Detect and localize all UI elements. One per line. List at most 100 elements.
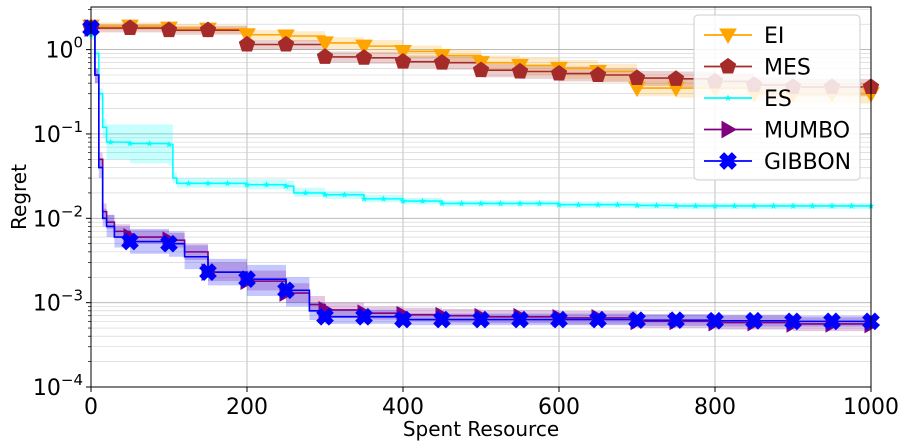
marker-x-bar — [784, 312, 802, 331]
marker-gibbon — [706, 311, 724, 330]
legend-marker-es — [724, 94, 732, 101]
marker-mes — [394, 53, 412, 69]
marker-es — [555, 201, 563, 208]
marker-mes — [277, 35, 295, 52]
marker-mes — [628, 69, 646, 86]
marker-x-bar — [394, 310, 412, 329]
marker-gibbon — [667, 311, 685, 330]
marker-es — [750, 202, 758, 209]
marker-x-bar — [355, 307, 373, 326]
legend-label-mes: MES — [764, 56, 811, 81]
x-tick-label: 600 — [538, 395, 580, 420]
marker-ei — [316, 36, 334, 52]
marker-x-bar — [160, 234, 178, 253]
marker-es — [321, 191, 329, 198]
y-tick-label: 10−2 — [33, 202, 83, 232]
marker-mes — [550, 64, 568, 81]
marker-es — [789, 202, 797, 209]
marker-gibbon — [277, 281, 295, 300]
marker-mes — [316, 48, 334, 64]
marker-gibbon — [394, 310, 412, 329]
marker-es — [438, 199, 446, 207]
legend-marker-gibbon — [719, 152, 737, 170]
marker-x-bar — [667, 311, 685, 330]
marker-es — [341, 191, 348, 198]
y-tick-label: 100 — [45, 34, 83, 64]
axis-ticks: 0 200 400 600 800 1000 10−4 10−3 10−2 10−1 100 — [33, 9, 899, 420]
marker-mes — [238, 35, 256, 52]
x-tick-label: 800 — [694, 395, 736, 420]
marker-ei — [355, 39, 373, 56]
marker-gibbon — [355, 307, 373, 326]
marker-es — [497, 199, 504, 207]
marker-gibbon — [589, 310, 607, 329]
marker-gibbon — [550, 310, 568, 329]
marker-es — [243, 181, 251, 188]
marker-es — [516, 199, 524, 207]
x-tick-label: 400 — [382, 395, 424, 420]
legend-label-ei: EI — [764, 24, 784, 49]
marker-x-bar — [589, 310, 607, 329]
legend-marker-ei — [719, 28, 737, 45]
y-tick-label: 10−3 — [33, 287, 83, 317]
marker-gibbon — [511, 310, 529, 329]
marker-mes — [589, 66, 607, 82]
legend-label-es: ES — [764, 87, 792, 112]
plot-frame — [90, 6, 872, 388]
legend-label-mumbo: MUMBO — [764, 119, 850, 144]
marker-es — [809, 202, 816, 209]
y-tick-label: 10−4 — [33, 371, 83, 401]
x-tick-label: 1000 — [843, 395, 899, 420]
marker-mes — [511, 62, 529, 79]
marker-x-bar — [719, 152, 737, 170]
marker-es — [419, 197, 426, 204]
marker-es — [282, 182, 290, 190]
marker-x-bar — [628, 311, 646, 330]
marker-es — [633, 201, 641, 209]
marker-x-bar — [121, 232, 139, 251]
marker-es — [380, 195, 387, 202]
marker-es — [146, 139, 153, 147]
marker-x-bar — [472, 310, 490, 329]
marker-x-bar — [316, 307, 334, 326]
marker-mes — [199, 21, 217, 38]
marker-x-bar — [745, 311, 763, 330]
marker-es — [711, 202, 719, 209]
marker-es — [224, 179, 231, 187]
marker-x-bar — [238, 270, 256, 288]
marker-es — [360, 195, 368, 202]
marker-es — [399, 197, 407, 204]
marker-x-bar — [199, 263, 217, 281]
marker-mes — [121, 19, 139, 36]
legend-marker-mumbo — [721, 120, 738, 139]
marker-es — [692, 202, 699, 209]
marker-x-bar — [823, 312, 841, 331]
marker-gibbon — [472, 310, 490, 329]
marker-es — [614, 201, 621, 208]
marker-es — [185, 179, 192, 187]
marker-es — [672, 202, 680, 209]
marker-gibbon — [433, 310, 451, 329]
marker-gibbon — [121, 232, 139, 251]
marker-ei — [394, 44, 412, 61]
marker-es — [536, 199, 543, 207]
marker-x-bar — [433, 310, 451, 329]
marker-ei — [238, 28, 256, 44]
marker-es — [204, 179, 212, 187]
marker-es — [458, 199, 465, 207]
marker-gibbon — [784, 312, 802, 331]
marker-es — [653, 201, 660, 209]
marker-x-bar — [277, 281, 295, 300]
marker-x-bar — [550, 310, 568, 329]
marker-gibbon — [823, 312, 841, 331]
y-tick-label: 10−1 — [33, 118, 83, 148]
x-axis-label: Spent Resource — [403, 417, 559, 441]
marker-es — [848, 202, 855, 209]
y-axis-label: Regret — [7, 164, 31, 230]
legend-marker-mes — [719, 57, 737, 74]
marker-gibbon — [316, 307, 334, 326]
legend: EI MES ES MUMBO GIBBON — [693, 14, 861, 181]
marker-gibbon — [199, 263, 217, 281]
marker-gibbon — [628, 311, 646, 330]
marker-gibbon — [238, 270, 256, 288]
